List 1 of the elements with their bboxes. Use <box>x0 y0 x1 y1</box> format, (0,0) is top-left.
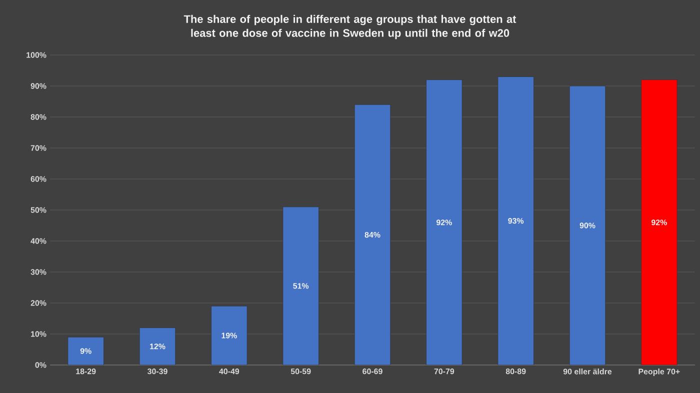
chart-title: The share of people in different age groups that have gotten at least one dose of vaccine in Sweden up until the end of w20 <box>184 14 516 40</box>
